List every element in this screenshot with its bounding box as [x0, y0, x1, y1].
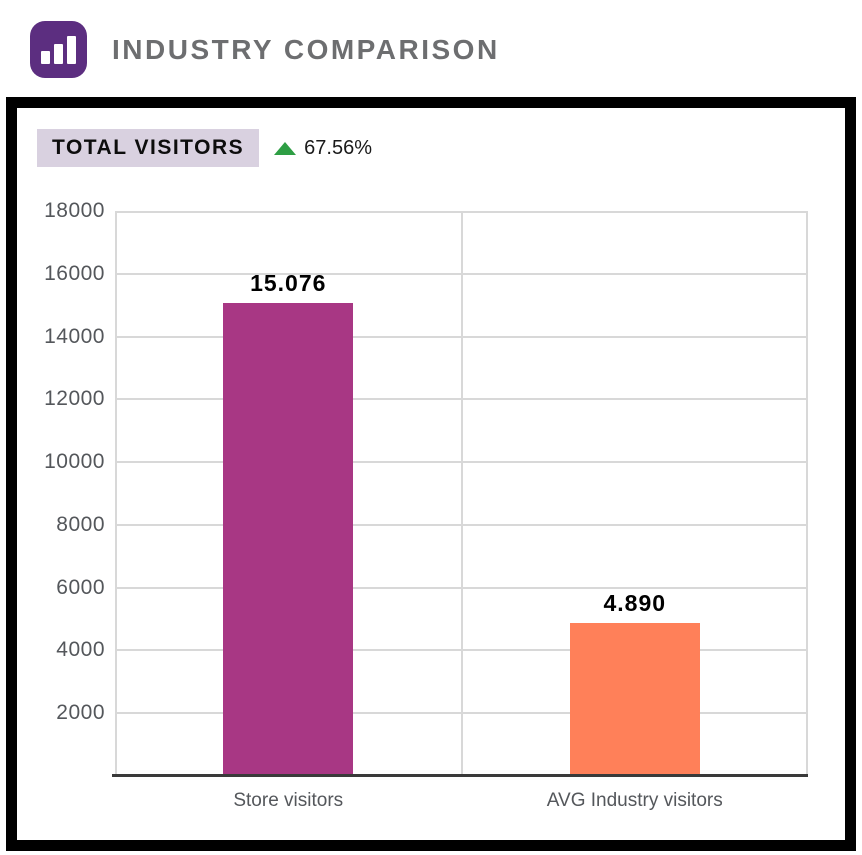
x-category-label: Store visitors	[233, 790, 344, 811]
metric-header: TOTAL VISITORS 67.56%	[37, 129, 372, 167]
trend-up-icon	[274, 141, 297, 155]
v-gridline	[806, 211, 808, 776]
y-tick-label: 8000	[56, 512, 105, 536]
x-category-label: AVG Industry visitors	[546, 790, 723, 811]
trend-value: 67.56%	[304, 136, 372, 159]
x-axis-labels: Store visitors AVG Industry visitors	[115, 790, 808, 816]
bar-value-label: 15.076	[250, 269, 327, 296]
icon-bar-small	[41, 51, 50, 64]
icon-bar-medium	[54, 44, 63, 64]
header: INDUSTRY COMPARISON	[30, 21, 500, 78]
y-tick-label: 12000	[44, 387, 105, 411]
y-axis-labels: 2000 4000 6000 8000 10000 12000 14000 16000 1800…	[17, 199, 105, 776]
bar-avg-industry-visitors	[569, 622, 700, 776]
icon-bar-large	[67, 36, 76, 64]
comparison-panel: TOTAL VISITORS 67.56% 2000 4000 6000 8000 10…	[6, 97, 856, 851]
y-tick-label: 14000	[44, 324, 105, 348]
v-gridline	[460, 211, 463, 776]
y-tick-label: 6000	[56, 575, 105, 599]
bar-value-label: 4.890	[603, 589, 667, 616]
y-tick-label: 18000	[44, 199, 105, 222]
bar-store-visitors	[223, 302, 354, 776]
y-tick-label: 2000	[56, 701, 105, 725]
x-axis-line	[112, 774, 808, 777]
y-tick-label: 10000	[44, 450, 105, 474]
metric-badge: TOTAL VISITORS	[37, 129, 260, 167]
y-tick-label: 4000	[56, 638, 105, 662]
v-gridline	[115, 211, 117, 776]
page-title: INDUSTRY COMPARISON	[112, 33, 500, 65]
y-tick-label: 16000	[44, 261, 105, 285]
bar-chart-icon	[30, 21, 87, 78]
plot-area: 15.076 4.890	[112, 211, 808, 777]
